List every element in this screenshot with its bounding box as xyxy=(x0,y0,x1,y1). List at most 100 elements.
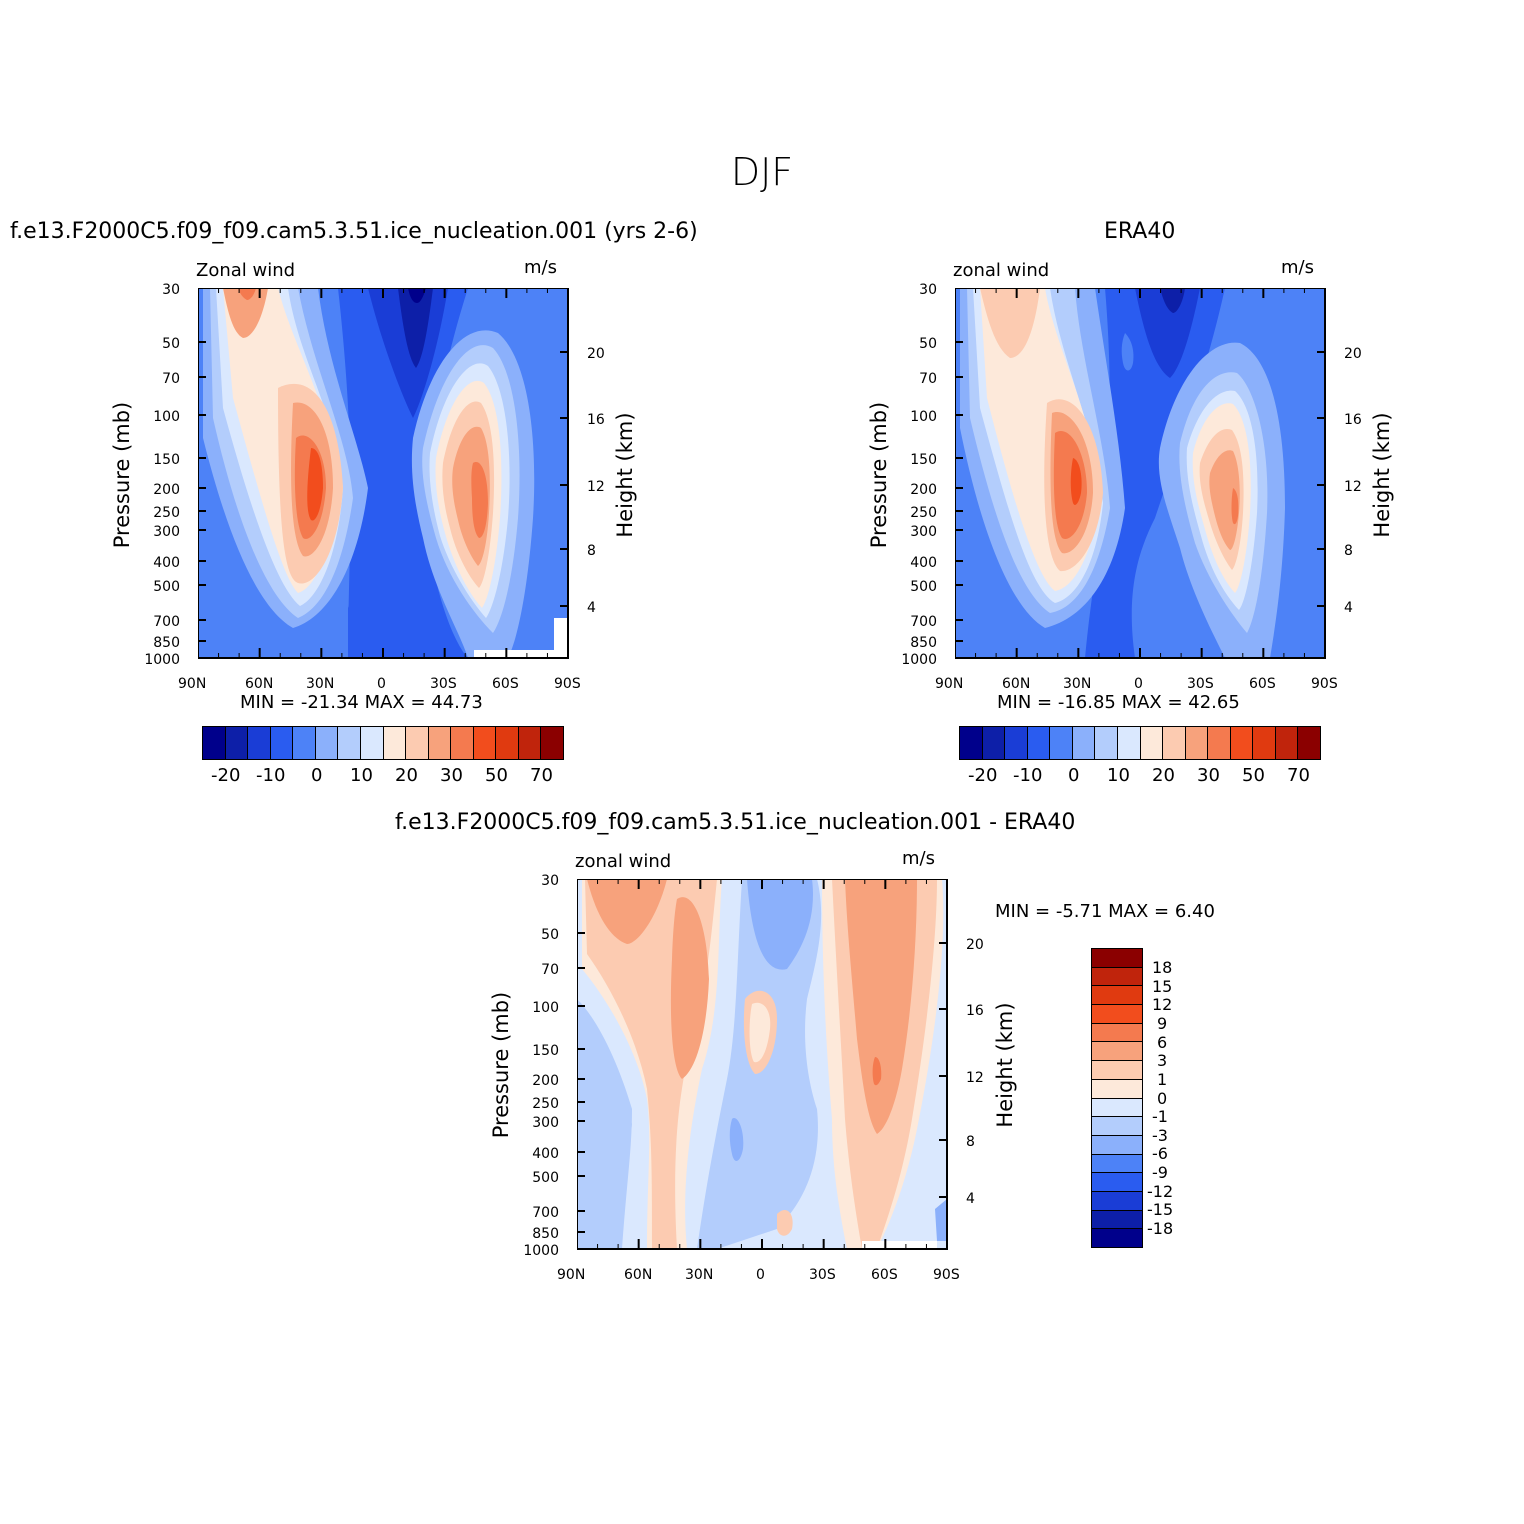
obs-ytick-850: 850 xyxy=(910,635,937,651)
diff-cb-label-5: 3 xyxy=(1157,1051,1168,1070)
colorbar-swatch xyxy=(1092,986,1142,1006)
model-contour-surface-neg xyxy=(348,585,378,658)
diff-cb-label-14: -18 xyxy=(1147,1219,1174,1238)
model-xtick-60n: 60N xyxy=(245,676,274,692)
obs-rtick-16: 16 xyxy=(1344,412,1362,428)
colorbar-swatch xyxy=(1092,1042,1142,1062)
obs-cb-label-7: 70 xyxy=(1287,765,1310,786)
diff-ytick-30: 30 xyxy=(541,873,559,889)
diff-contour-plot xyxy=(577,879,948,1250)
obs-cb-label-1: -10 xyxy=(1013,765,1043,786)
colorbar-swatch xyxy=(1117,727,1141,759)
colorbar-swatch xyxy=(225,727,249,759)
model-units-label: m/s xyxy=(524,257,557,278)
colorbar-swatch xyxy=(1095,727,1118,759)
obs-xtick-90n: 90N xyxy=(935,676,964,692)
diff-rtick-8: 8 xyxy=(966,1134,975,1150)
diff-contour-sh-core xyxy=(872,1057,882,1086)
colorbar-swatch xyxy=(541,727,563,759)
diff-xtick-30s: 30S xyxy=(809,1267,836,1283)
obs-ytick-30: 30 xyxy=(919,282,937,298)
diff-contour-surface-pos xyxy=(777,1209,793,1236)
model-xtick-0: 0 xyxy=(377,676,386,692)
diff-ytick-100: 100 xyxy=(532,1000,559,1016)
model-cb-label-2: 0 xyxy=(311,765,323,786)
diff-contour-eq-pos-core xyxy=(749,1002,771,1063)
diff-contour-sh-pos3 xyxy=(845,879,917,1134)
model-colorbar xyxy=(202,726,564,760)
diff-ytick-400: 400 xyxy=(532,1146,559,1162)
obs-rtick-12: 12 xyxy=(1344,479,1362,495)
obs-ytick-400: 400 xyxy=(910,555,937,571)
model-contour-east-min xyxy=(398,288,433,368)
model-ytick-200: 200 xyxy=(153,482,180,498)
colorbar-swatch xyxy=(406,727,429,759)
diff-cb-label-11: -9 xyxy=(1152,1163,1168,1182)
model-rtick-8: 8 xyxy=(587,543,596,559)
model-rtick-20: 20 xyxy=(587,346,605,362)
model-missing-data-edge xyxy=(554,618,568,658)
model-rtick-4: 4 xyxy=(587,600,596,616)
colorbar-swatch xyxy=(1185,727,1209,759)
model-xtick-30n: 30N xyxy=(306,676,335,692)
obs-ylabel-right: Height (km) xyxy=(1370,412,1394,538)
model-contour-sh-core xyxy=(471,462,488,538)
model-cb-label-3: 10 xyxy=(350,765,373,786)
diff-ytick-50: 50 xyxy=(541,927,559,943)
diff-cb-label-6: 1 xyxy=(1157,1070,1168,1089)
model-ytick-400: 400 xyxy=(153,555,180,571)
obs-panel-title: ERA40 xyxy=(1104,219,1176,244)
colorbar-swatch xyxy=(1140,727,1164,759)
obs-cb-label-6: 50 xyxy=(1242,765,1265,786)
colorbar-swatch xyxy=(1092,1079,1142,1099)
colorbar-swatch xyxy=(203,727,226,759)
diff-xtick-90n: 90N xyxy=(557,1267,586,1283)
obs-ytick-250: 250 xyxy=(910,505,937,521)
obs-ytick-100: 100 xyxy=(910,409,937,425)
model-cb-label-1: -10 xyxy=(256,765,286,786)
colorbar-swatch xyxy=(1092,1173,1142,1192)
diff-ytick-500: 500 xyxy=(532,1170,559,1186)
model-ytick-500: 500 xyxy=(153,579,180,595)
model-rtick-16: 16 xyxy=(587,412,605,428)
model-xtick-90n: 90N xyxy=(178,676,207,692)
obs-cb-label-3: 10 xyxy=(1107,765,1130,786)
colorbar-swatch xyxy=(1092,967,1142,987)
obs-xtick-0: 0 xyxy=(1134,676,1143,692)
model-ylabel: Pressure (mb) xyxy=(110,401,134,549)
model-ytick-150: 150 xyxy=(153,452,180,468)
colorbar-swatch xyxy=(248,727,271,759)
diff-cb-label-12: -12 xyxy=(1147,1182,1174,1201)
colorbar-swatch xyxy=(960,727,983,759)
colorbar-swatch xyxy=(270,727,294,759)
diff-cb-label-10: -6 xyxy=(1152,1144,1168,1163)
obs-ytick-50: 50 xyxy=(919,336,937,352)
obs-contour-sh-warm3 xyxy=(1209,450,1240,550)
obs-xtick-30n: 30N xyxy=(1063,676,1092,692)
diff-rtick-20: 20 xyxy=(966,937,984,953)
diff-rtick-12: 12 xyxy=(966,1070,984,1086)
colorbar-swatch xyxy=(383,727,407,759)
colorbar-swatch xyxy=(1092,1098,1142,1118)
diff-missing-data xyxy=(862,1241,937,1249)
obs-rtick-20: 20 xyxy=(1344,346,1362,362)
model-ytick-30: 30 xyxy=(162,282,180,298)
obs-cb-label-5: 30 xyxy=(1197,765,1220,786)
model-ytick-300: 300 xyxy=(153,524,180,540)
obs-xtick-60n: 60N xyxy=(1002,676,1031,692)
diff-ylabel: Pressure (mb) xyxy=(489,991,513,1139)
model-variable-label: Zonal wind xyxy=(196,260,296,281)
obs-contour-east-core xyxy=(1135,288,1200,378)
colorbar-swatch xyxy=(473,727,497,759)
colorbar-swatch xyxy=(428,727,452,759)
model-ytick-1000: 1000 xyxy=(144,652,180,668)
diff-cb-label-2: 12 xyxy=(1152,995,1173,1014)
colorbar-swatch xyxy=(1092,1229,1142,1247)
obs-cb-label-0: -20 xyxy=(968,765,998,786)
figure-title: DJF xyxy=(730,150,794,194)
diff-xtick-30n: 30N xyxy=(685,1267,714,1283)
obs-units-label: m/s xyxy=(1281,257,1314,278)
colorbar-swatch xyxy=(1092,1135,1142,1155)
diff-variable-label: zonal wind xyxy=(575,851,672,872)
obs-variable-label: zonal wind xyxy=(953,260,1050,281)
